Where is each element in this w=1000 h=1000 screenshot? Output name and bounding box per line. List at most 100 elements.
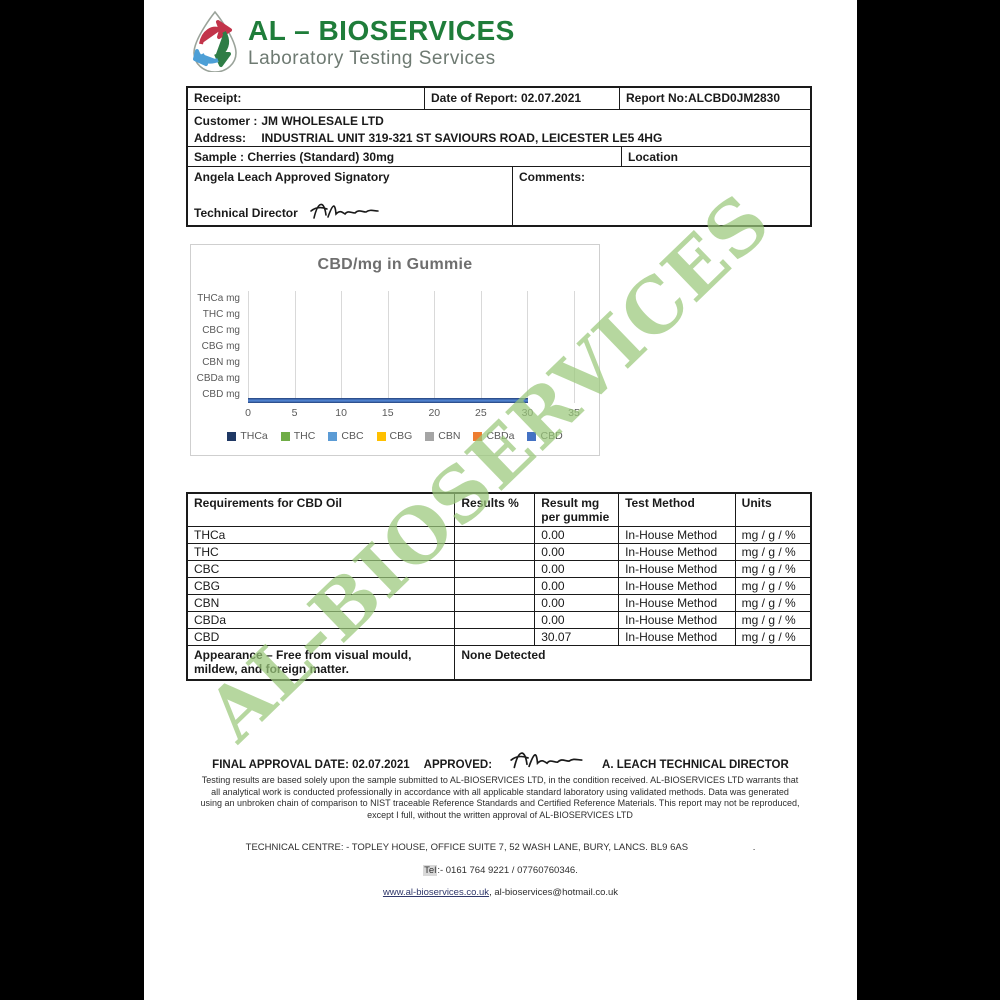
technical-centre-address: TECHNICAL CENTRE: - TOPLEY HOUSE, OFFICE…	[245, 842, 689, 853]
units: mg / g / %	[734, 577, 812, 595]
address-label: Address:	[194, 131, 247, 146]
appearance-label: Appearance – Free from visual mould, mil…	[186, 645, 456, 680]
gridline	[480, 291, 482, 403]
x-tick-label: 20	[428, 407, 441, 419]
col-header-result-mg: Result mg per gummie	[534, 492, 620, 527]
table-row: THC 0.00 In-House Method mg / g / %	[186, 543, 812, 561]
results-pct	[454, 611, 536, 629]
date-of-report: Date of Report: 02.07.2021	[424, 88, 619, 109]
x-tick-label: 25	[475, 407, 487, 419]
legend-label: CBDa	[486, 430, 515, 442]
email-address: al-bioservices@hotmail.co.uk	[494, 887, 619, 898]
header-row-sample: Sample : Cherries (Standard) 30mg Locati…	[188, 146, 810, 166]
units: mg / g / %	[734, 594, 812, 612]
legend-swatch	[376, 431, 386, 441]
results-pct	[454, 560, 536, 578]
approval-signature-image	[510, 752, 583, 769]
x-tick-label: 35	[568, 407, 580, 419]
x-tick-label: 30	[521, 407, 534, 419]
legend-item-CBG: CBG	[376, 430, 413, 442]
table-row: CBC 0.00 In-House Method mg / g / %	[186, 560, 812, 578]
legend-label: CBC	[341, 430, 364, 442]
test-method: In-House Method	[618, 526, 736, 544]
customer-line: Customer : JM WHOLESALE LTD	[194, 113, 804, 130]
gridline	[574, 291, 575, 403]
result-mg: 0.00	[534, 526, 620, 544]
legend-label: CBG	[389, 430, 413, 442]
legend-label: CBN	[438, 430, 461, 442]
result-mg: 0.00	[534, 560, 620, 578]
col-header-units: Units	[734, 492, 812, 527]
result-mg: 0.00	[534, 611, 620, 629]
appearance-result: None Detected	[454, 645, 812, 680]
units: mg / g / %	[734, 543, 812, 561]
results-header-row: Requirements for CBD Oil Results % Resul…	[186, 492, 812, 527]
gridline	[341, 291, 343, 403]
footer-trailing-dot: .	[752, 842, 756, 853]
legend-item-CBN: CBN	[425, 430, 460, 442]
compound-name: CBD	[186, 628, 456, 646]
customer-value: JM WHOLESALE LTD	[261, 114, 384, 128]
header-row-receipt: Receipt: Date of Report: 02.07.2021 Repo…	[188, 88, 810, 109]
result-mg: 0.00	[534, 543, 620, 561]
units: mg / g / %	[734, 628, 812, 646]
results-pct	[454, 577, 536, 595]
test-method: In-House Method	[618, 628, 736, 646]
legend-label: THC	[293, 430, 316, 442]
website-link[interactable]: www.al-bioservices.co.uk	[382, 887, 490, 898]
test-method: In-House Method	[618, 560, 736, 578]
company-name: AL – BIOSERVICES	[248, 15, 515, 46]
y-category-label: CBC mg	[202, 325, 240, 336]
table-row: THCa 0.00 In-House Method mg / g / %	[186, 526, 812, 544]
sample-value: Cherries (Standard) 30mg	[247, 150, 395, 164]
result-mg: 30.07	[534, 628, 620, 646]
gridline	[294, 291, 296, 403]
appearance-row: Appearance – Free from visual mould, mil…	[186, 645, 812, 680]
col-header-requirements: Requirements for CBD Oil	[186, 492, 456, 527]
header-row-signatory: Angela Leach Approved Signatory Technica…	[188, 166, 810, 225]
legend-swatch	[473, 431, 483, 441]
test-method: In-House Method	[618, 577, 736, 595]
y-category-label: CBDa mg	[196, 373, 240, 384]
y-category-label: THC mg	[202, 309, 240, 320]
report-header-table: Receipt: Date of Report: 02.07.2021 Repo…	[186, 86, 812, 227]
legend-item-THCa: THCa	[227, 430, 268, 442]
customer-label: Customer :	[194, 114, 258, 128]
approved-signatory: Angela Leach Approved Signatory	[194, 170, 390, 184]
legend-item-CBDa: CBDa	[473, 430, 514, 442]
test-method: In-House Method	[618, 543, 736, 561]
legend-swatch	[328, 431, 338, 441]
x-tick-label: 5	[291, 407, 298, 419]
results-pct	[454, 543, 536, 561]
legend-label: CBD	[540, 430, 563, 442]
results-pct	[454, 526, 536, 544]
company-logo: AL – BIOSERVICES Laboratory Testing Serv…	[188, 10, 515, 72]
legend-swatch	[227, 431, 237, 441]
chart-legend: THCa THC CBC CBG CBN CBDa CBD	[191, 430, 599, 442]
compound-name: CBN	[186, 594, 456, 612]
y-category-label: CBD mg	[202, 389, 240, 400]
y-category-label: CBN mg	[202, 357, 240, 368]
gridline	[527, 291, 529, 403]
bar-CBD-mg	[248, 398, 529, 403]
chart-plot-area	[248, 291, 575, 403]
units: mg / g / %	[734, 560, 812, 578]
x-tick-label: 10	[335, 407, 347, 419]
approved-label: APPROVED:	[423, 759, 493, 771]
legend-item-THC: THC	[280, 430, 316, 442]
x-tick-label: 15	[381, 407, 394, 419]
gridline	[387, 291, 389, 403]
footer-telephone-line: Tel:- 0161 764 9221 / 07760760346.	[144, 865, 857, 876]
test-method: In-House Method	[618, 611, 736, 629]
compound-name: THCa	[186, 526, 456, 544]
results-table: Requirements for CBD Oil Results % Resul…	[186, 492, 812, 681]
final-approval-date: FINAL APPROVAL DATE: 02.07.2021	[212, 759, 410, 771]
legend-swatch	[280, 431, 290, 441]
links-separator: ,	[489, 887, 495, 898]
legend-item-CBC: CBC	[328, 430, 364, 442]
test-method: In-House Method	[618, 594, 736, 612]
report-number: Report No:ALCBD0JM2830	[619, 88, 810, 109]
table-row: CBD 30.07 In-House Method mg / g / %	[186, 628, 812, 646]
signature-image	[310, 203, 379, 219]
compound-name: CBDa	[186, 611, 456, 629]
